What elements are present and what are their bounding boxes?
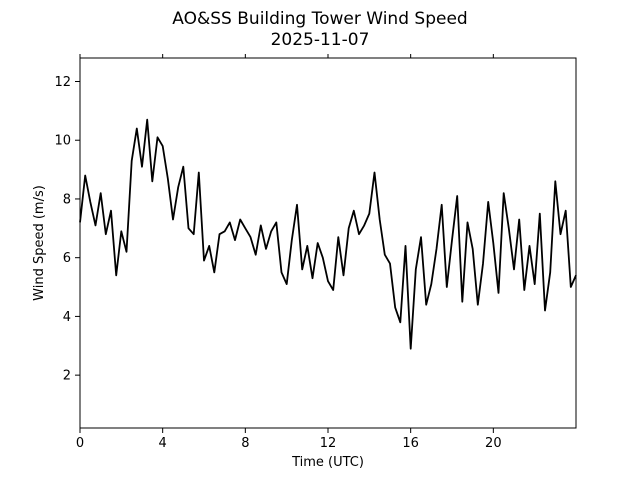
chart-title: AO&SS Building Tower Wind Speed (172, 9, 467, 29)
y-tick-label: 8 (63, 192, 71, 207)
y-tick-label: 4 (63, 310, 71, 325)
x-tick-label: 0 (76, 436, 84, 451)
x-tick-label: 4 (159, 436, 167, 451)
series-line-0 (79, 118, 577, 350)
chart-title-group: AO&SS Building Tower Wind Speed 2025-11-… (172, 9, 467, 50)
y-tick-label: 10 (54, 134, 71, 149)
x-tick-label: 8 (241, 436, 249, 451)
chart-subtitle: 2025-11-07 (271, 30, 370, 50)
y-tick-label: 2 (63, 369, 71, 384)
x-tick-label: 16 (402, 436, 419, 451)
y-tick-label: 6 (63, 251, 71, 266)
plot-area (79, 57, 577, 429)
y-axis-ticks: 2 4 6 8 10 12 (54, 75, 80, 384)
x-axis-ticks: 0 4 8 12 16 20 (76, 54, 502, 451)
x-tick-label: 20 (485, 436, 502, 451)
x-axis-label: Time (UTC) (291, 455, 364, 470)
x-tick-label: 12 (320, 436, 337, 451)
y-tick-label: 12 (54, 75, 71, 90)
y-axis-label: Wind Speed (m/s) (32, 185, 47, 301)
